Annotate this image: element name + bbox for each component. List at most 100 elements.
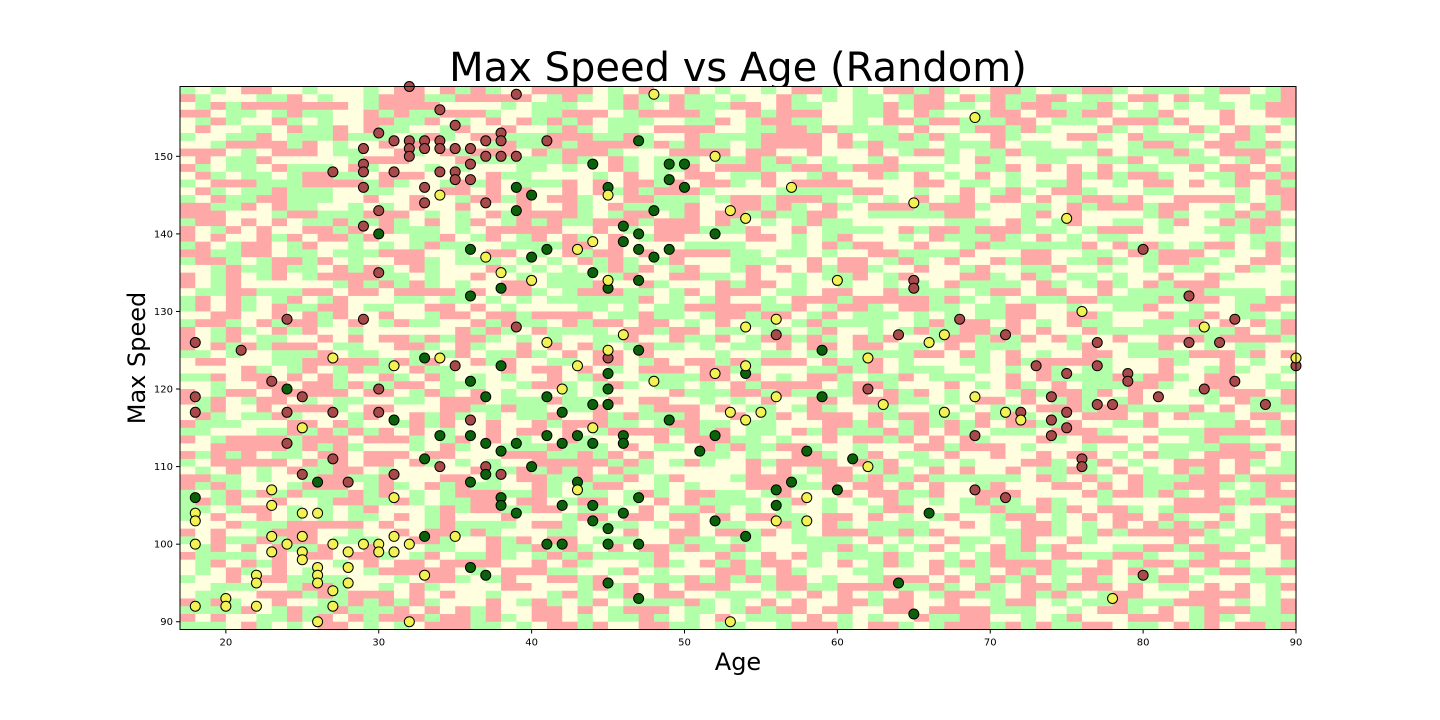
background-cell [1097, 458, 1114, 468]
background-cell [271, 474, 288, 483]
background-cell [699, 582, 716, 592]
background-cell [1265, 536, 1282, 545]
background-cell [470, 195, 487, 204]
background-cell [363, 350, 380, 359]
background-cell [1219, 195, 1236, 204]
background-cell [806, 358, 823, 367]
background-cell [1112, 443, 1129, 452]
background-cell [1158, 241, 1175, 250]
background-cell [699, 505, 716, 514]
background-cell [256, 427, 273, 437]
background-cell [439, 125, 456, 134]
background-cell [562, 257, 579, 266]
background-cell [180, 389, 196, 398]
background-cell [1234, 474, 1251, 483]
background-cell [1204, 272, 1221, 282]
background-cell [1188, 241, 1205, 250]
background-cell [974, 435, 991, 444]
background-cell [1066, 443, 1083, 452]
background-cell [1005, 249, 1022, 258]
background-cell [348, 164, 365, 173]
background-cell [363, 420, 380, 429]
background-cell [822, 544, 838, 553]
background-cell [1020, 358, 1037, 367]
background-cell [501, 420, 517, 429]
background-cell [806, 202, 823, 212]
background-cell [1250, 303, 1267, 313]
background-cell [684, 133, 701, 142]
background-cell [195, 567, 212, 576]
background-cell [898, 551, 915, 561]
background-cell [806, 489, 823, 499]
background-cell [1097, 288, 1114, 297]
background-cell [822, 342, 838, 351]
background-cell [730, 528, 747, 538]
background-cell [1265, 102, 1282, 111]
background-cell [592, 381, 609, 390]
background-cell [776, 358, 793, 367]
background-cell [974, 420, 991, 429]
background-cell [822, 210, 838, 219]
background-cell [669, 559, 686, 569]
background-cell [332, 102, 349, 111]
background-cell [898, 435, 915, 444]
background-cell [990, 241, 1007, 250]
background-cell [195, 117, 212, 126]
background-cell [455, 187, 472, 196]
background-cell [608, 358, 624, 367]
background-cell [577, 567, 594, 576]
background-cell [210, 582, 227, 592]
background-cell [684, 156, 701, 165]
background-cell [531, 365, 548, 375]
background-cell [730, 443, 747, 452]
background-cell [531, 420, 548, 429]
background-cell [256, 272, 273, 282]
background-cell [623, 559, 640, 569]
background-cell [608, 241, 624, 250]
background-cell [1188, 598, 1205, 607]
background-cell [1051, 171, 1068, 181]
background-cell [287, 513, 303, 522]
background-cell [653, 156, 670, 165]
background-cell [455, 288, 472, 297]
background-cell [1234, 179, 1251, 188]
background-cell [378, 474, 395, 483]
background-cell [1143, 520, 1160, 530]
background-cell [577, 210, 594, 219]
background-cell [944, 505, 961, 514]
background-cell [791, 218, 808, 227]
background-cell [516, 598, 533, 607]
background-cell [699, 389, 716, 398]
background-cell [608, 94, 624, 103]
background-cell [1280, 233, 1297, 243]
background-cell [562, 326, 579, 336]
background-cell [913, 420, 930, 429]
background-cell [485, 513, 502, 522]
background-cell [1097, 171, 1114, 181]
background-cell [883, 358, 900, 367]
background-cell [1066, 288, 1083, 297]
background-cell [317, 373, 334, 382]
background-cell [1036, 427, 1052, 437]
background-cell [592, 179, 609, 188]
background-cell [195, 164, 212, 173]
background-cell [271, 489, 288, 499]
background-cell [1188, 513, 1205, 522]
background-cell [256, 590, 273, 600]
background-cell [1127, 295, 1144, 305]
background-cell [577, 257, 594, 266]
background-cell [1173, 598, 1190, 607]
background-cell [332, 264, 349, 274]
background-cell [806, 396, 823, 406]
background-cell [439, 404, 456, 413]
background-cell [1005, 505, 1022, 514]
background-cell [225, 334, 242, 344]
background-cell [974, 164, 991, 173]
background-cell [623, 249, 640, 258]
background-cell [271, 458, 288, 468]
background-cell [699, 559, 716, 569]
background-cell [1234, 404, 1251, 413]
background-cell [562, 489, 579, 499]
background-cell [1280, 373, 1297, 382]
